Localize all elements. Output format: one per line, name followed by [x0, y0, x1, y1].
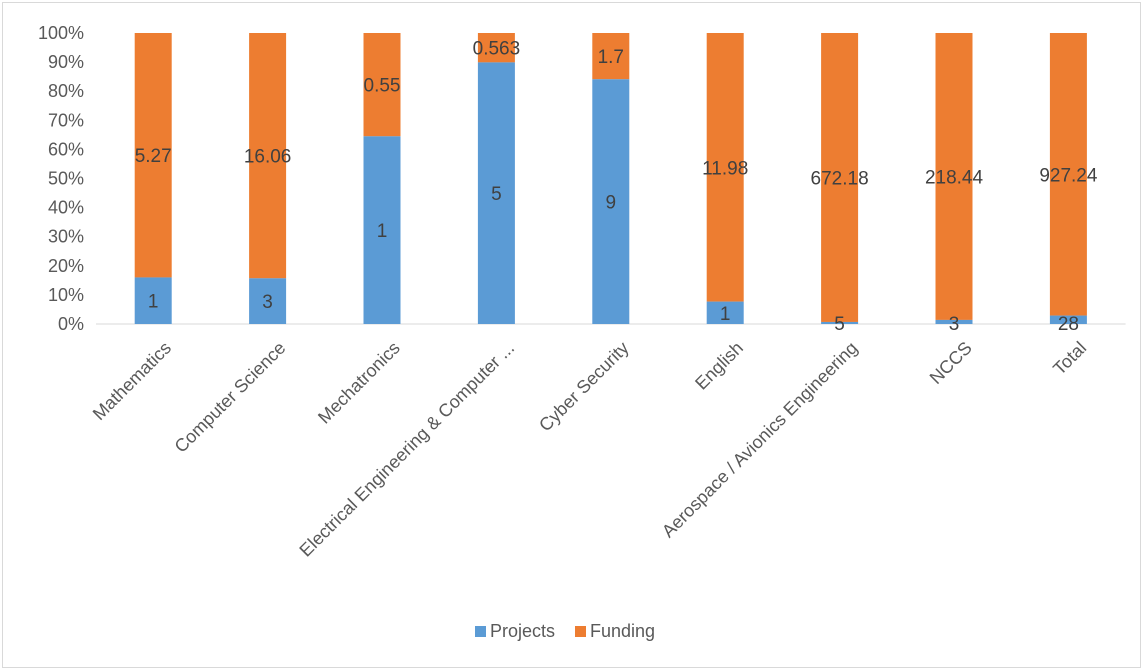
data-label-projects: 5 [834, 314, 845, 335]
bar-segment-funding [935, 33, 973, 320]
y-tick-label: 10% [48, 285, 84, 305]
bar-segment-funding [134, 33, 172, 278]
category-label: Cyber Security [535, 338, 633, 436]
data-label-projects: 28 [1058, 314, 1079, 335]
category-label: Aerospace / Avionics Engineering [658, 338, 862, 542]
stacked-percent-bar-chart: 0% 10% 20% 30% 40% 50% 60% 70% 80% 90% 100% 1 5.27 Ma… [38, 23, 1126, 641]
data-label-funding: 16.06 [244, 147, 292, 168]
bar-segment-funding [249, 33, 287, 279]
y-tick-label: 0% [58, 314, 84, 334]
data-label-projects: 1 [377, 221, 388, 242]
y-tick-label: 60% [48, 139, 84, 159]
y-tick-label: 50% [48, 169, 84, 189]
bar-segment-projects [363, 136, 401, 324]
data-label-projects: 1 [720, 304, 731, 325]
y-tick-label: 70% [48, 110, 84, 130]
data-label-projects: 5 [491, 184, 502, 205]
y-tick-label: 30% [48, 227, 84, 247]
bar-segment-funding [363, 33, 401, 137]
legend-label-funding: Funding [590, 621, 655, 641]
bar-segment-funding [821, 33, 859, 322]
y-tick-label: 20% [48, 256, 84, 276]
y-tick-label: 40% [48, 198, 84, 218]
bar-segment-projects [821, 321, 859, 324]
bar-segment-funding [706, 33, 744, 302]
data-label-projects: 1 [148, 292, 159, 313]
bar-segment-projects [1049, 315, 1087, 324]
legend-swatch-projects [475, 626, 486, 637]
bar-segment-funding [1049, 33, 1087, 316]
bar-segment-projects [935, 319, 973, 324]
bar-segment-funding [477, 33, 515, 63]
data-label-projects: 3 [262, 292, 273, 313]
data-label-funding: 1.7 [598, 47, 624, 68]
data-label-funding: 11.98 [702, 158, 748, 179]
bar-segment-projects [706, 301, 744, 324]
category-label: Computer Science [171, 338, 290, 457]
data-label-funding: 218.44 [925, 167, 984, 188]
category-label: NCCS [926, 338, 976, 388]
data-label-projects: 3 [949, 314, 960, 335]
bar-segment-projects [477, 62, 515, 325]
y-tick-label: 100% [38, 23, 84, 43]
y-tick-label: 80% [48, 81, 84, 101]
bar-segment-projects [592, 79, 630, 324]
legend-label-projects: Projects [490, 621, 555, 641]
category-label: Mechatronics [314, 338, 404, 428]
bar-segment-projects [134, 277, 172, 324]
data-label-funding: 0.55 [364, 76, 401, 97]
data-label-funding: 5.27 [135, 146, 172, 167]
category-label: Mathematics [89, 338, 175, 424]
data-label-funding: 927.24 [1039, 165, 1098, 186]
category-label: Total [1049, 338, 1090, 379]
data-label-projects: 9 [606, 193, 617, 214]
legend-swatch-funding [575, 626, 586, 637]
category-label: Electrical Engineering & Computer ... [295, 338, 518, 561]
data-label-funding: 672.18 [811, 168, 869, 189]
bar-segment-projects [249, 278, 287, 324]
y-tick-label: 90% [48, 52, 84, 72]
data-label-funding: 0.563 [473, 39, 521, 60]
category-label: English [691, 338, 747, 394]
bar-segment-funding [592, 33, 630, 80]
